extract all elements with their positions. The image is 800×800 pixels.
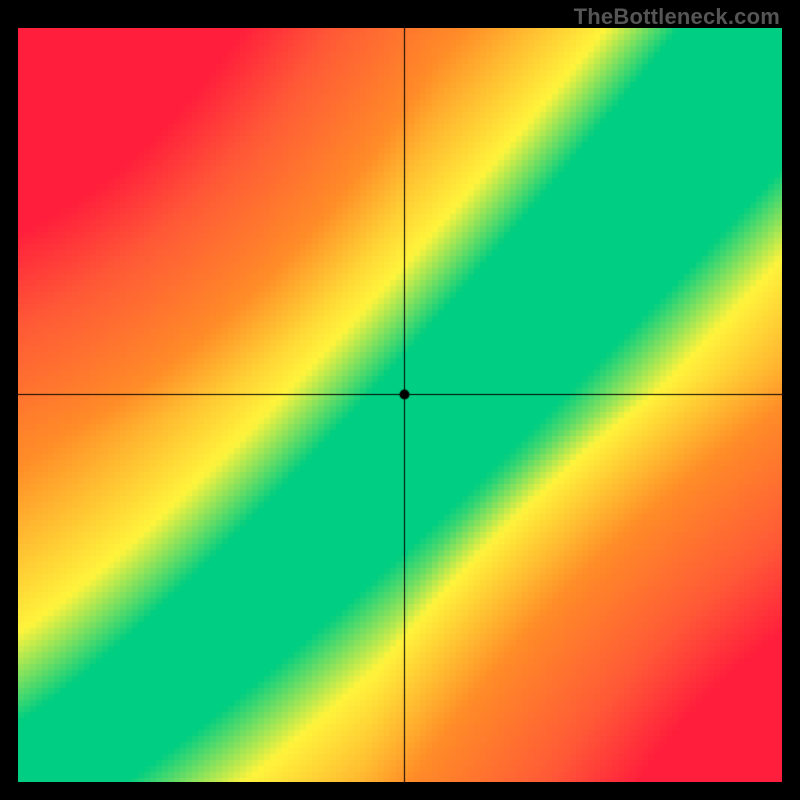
heatmap-canvas (18, 28, 782, 782)
chart-container: TheBottleneck.com (0, 0, 800, 800)
watermark-text: TheBottleneck.com (574, 4, 780, 30)
